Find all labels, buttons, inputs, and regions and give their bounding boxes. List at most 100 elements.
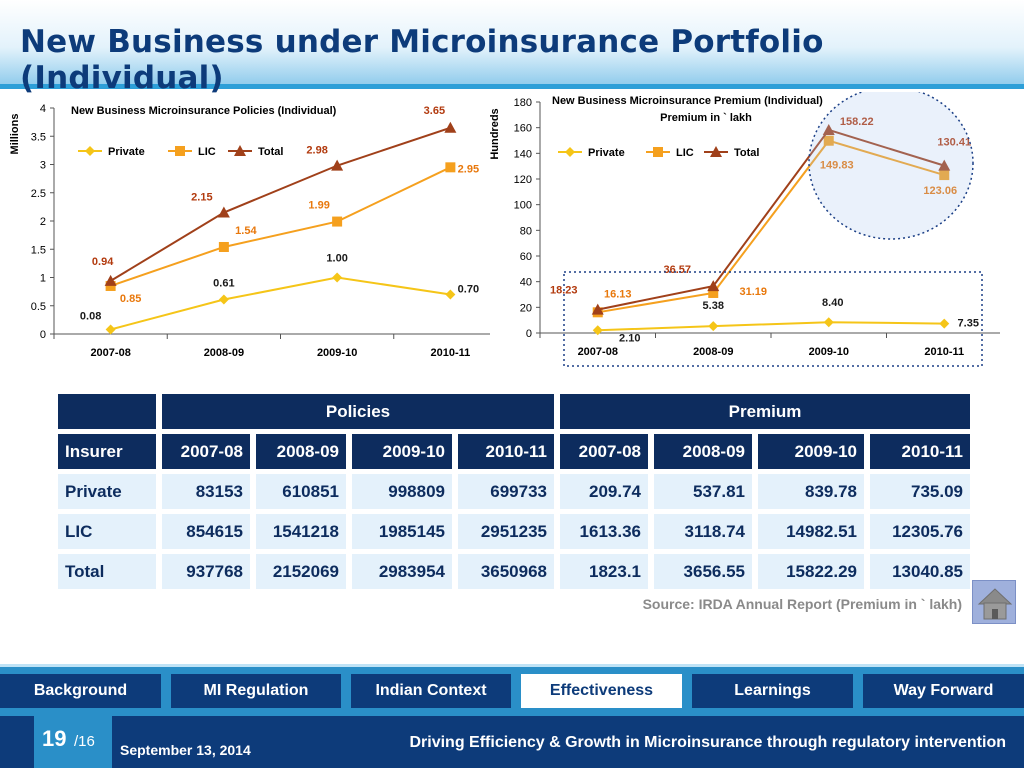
data-label: 8.40 xyxy=(822,297,843,309)
x-tick-label: 2008-09 xyxy=(204,347,244,359)
table-cell: 1541218 xyxy=(256,514,346,549)
data-label: 2.95 xyxy=(458,163,479,175)
y-tick-label: 20 xyxy=(520,302,532,314)
data-point xyxy=(218,241,229,252)
table-cell: 3656.55 xyxy=(654,554,752,589)
data-point xyxy=(104,274,117,286)
x-tick-label: 2010-11 xyxy=(924,346,964,358)
page-total: /16 xyxy=(74,733,95,750)
year-header: 2008-09 xyxy=(654,434,752,469)
table-cell: 209.74 xyxy=(560,474,648,509)
year-header: 2009-10 xyxy=(352,434,452,469)
data-point xyxy=(708,287,719,298)
data-point xyxy=(217,206,230,218)
data-point xyxy=(823,135,834,146)
header-divider xyxy=(0,84,1024,89)
highlight-box xyxy=(563,271,983,367)
data-label: 1.00 xyxy=(326,253,347,265)
footer-date: September 13, 2014 xyxy=(120,742,251,758)
table-corner-cell xyxy=(58,394,156,429)
chart-title: New Business Microinsurance Policies (In… xyxy=(71,105,337,117)
data-label: 1.99 xyxy=(308,200,329,212)
legend-marker xyxy=(653,147,663,157)
data-point xyxy=(445,289,456,300)
data-point xyxy=(938,159,951,171)
table-cell: 12305.76 xyxy=(870,514,970,549)
policies-group-header: Policies xyxy=(162,394,554,429)
y-tick-label: 60 xyxy=(520,251,532,263)
x-tick-label: 2009-10 xyxy=(317,347,357,359)
legend-label: LIC xyxy=(198,146,216,158)
y-tick-label: 2.5 xyxy=(31,188,46,200)
data-label: 5.38 xyxy=(703,300,724,312)
data-point xyxy=(822,123,835,135)
year-header: 2008-09 xyxy=(256,434,346,469)
legend-marker xyxy=(565,147,575,157)
y-tick-label: 80 xyxy=(520,225,532,237)
y-tick-label: 180 xyxy=(514,97,532,109)
y-tick-label: 3 xyxy=(40,160,46,172)
nav-mi-regulation[interactable]: MI Regulation xyxy=(171,674,341,708)
legend-marker xyxy=(85,146,95,156)
data-point xyxy=(592,325,603,336)
page-title: New Business under Microinsurance Portfo… xyxy=(20,24,824,96)
legend-marker xyxy=(234,145,246,156)
data-label: 0.94 xyxy=(92,256,114,268)
y-tick-label: 2 xyxy=(40,216,46,228)
page-number: 19 xyxy=(42,726,67,751)
insurer-cell: Private xyxy=(58,474,156,509)
home-button[interactable] xyxy=(972,580,1016,624)
data-label: 0.85 xyxy=(120,293,141,305)
data-label: 1.54 xyxy=(235,225,257,237)
legend-label: Total xyxy=(258,146,283,158)
table-cell: 699733 xyxy=(458,474,554,509)
data-label: 158.22 xyxy=(840,116,874,128)
table-cell: 937768 xyxy=(162,554,250,589)
x-tick-label: 2010-11 xyxy=(430,347,470,359)
series-line-total xyxy=(110,126,451,282)
y-tick-label: 120 xyxy=(514,174,532,186)
data-point xyxy=(331,159,344,171)
y-tick-label: 1.5 xyxy=(31,244,46,256)
series-line-total xyxy=(597,128,945,311)
y-tick-label: 40 xyxy=(520,277,532,289)
legend-label: Total xyxy=(734,147,759,159)
data-point xyxy=(939,318,950,329)
table-group-header-row: Policies Premium xyxy=(58,394,970,429)
nav-background[interactable]: Background xyxy=(0,674,161,708)
data-label: 7.35 xyxy=(958,318,979,330)
data-point xyxy=(332,216,343,227)
footer-bar xyxy=(0,716,1024,768)
nav-learnings[interactable]: Learnings xyxy=(692,674,853,708)
data-label: 3.65 xyxy=(424,105,445,117)
data-point xyxy=(105,324,116,335)
table-cell: 3650968 xyxy=(458,554,554,589)
x-tick-label: 2007-08 xyxy=(578,346,618,358)
data-table: Policies Premium Insurer 2007-08 2008-09… xyxy=(52,389,976,594)
nav-effectiveness[interactable]: Effectiveness xyxy=(521,674,682,708)
data-label: 0.08 xyxy=(80,310,101,322)
y-tick-label: 0 xyxy=(40,329,46,341)
year-header: 2010-11 xyxy=(870,434,970,469)
footer-title: Driving Efficiency & Growth in Microinsu… xyxy=(409,734,1006,751)
y-tick-label: 100 xyxy=(514,200,532,212)
table-cell: 13040.85 xyxy=(870,554,970,589)
table-header-row: Insurer 2007-08 2008-09 2009-10 2010-11 … xyxy=(58,434,970,469)
y-tick-label: 0 xyxy=(526,328,532,340)
year-header: 2007-08 xyxy=(162,434,250,469)
legend-marker xyxy=(710,146,722,157)
legend-label: Private xyxy=(108,146,145,158)
table-cell: 610851 xyxy=(256,474,346,509)
nav-way-forward[interactable]: Way Forward xyxy=(863,674,1024,708)
series-line-lic xyxy=(597,139,945,314)
premium-group-header: Premium xyxy=(560,394,970,429)
data-point xyxy=(939,170,950,181)
data-point xyxy=(823,317,834,328)
insurer-cell: LIC xyxy=(58,514,156,549)
year-header: 2007-08 xyxy=(560,434,648,469)
nav-indian-context[interactable]: Indian Context xyxy=(351,674,511,708)
data-label: 2.15 xyxy=(191,192,212,204)
table-cell: 3118.74 xyxy=(654,514,752,549)
source-note: Source: IRDA Annual Report (Premium in `… xyxy=(642,596,962,612)
data-point xyxy=(707,280,720,292)
